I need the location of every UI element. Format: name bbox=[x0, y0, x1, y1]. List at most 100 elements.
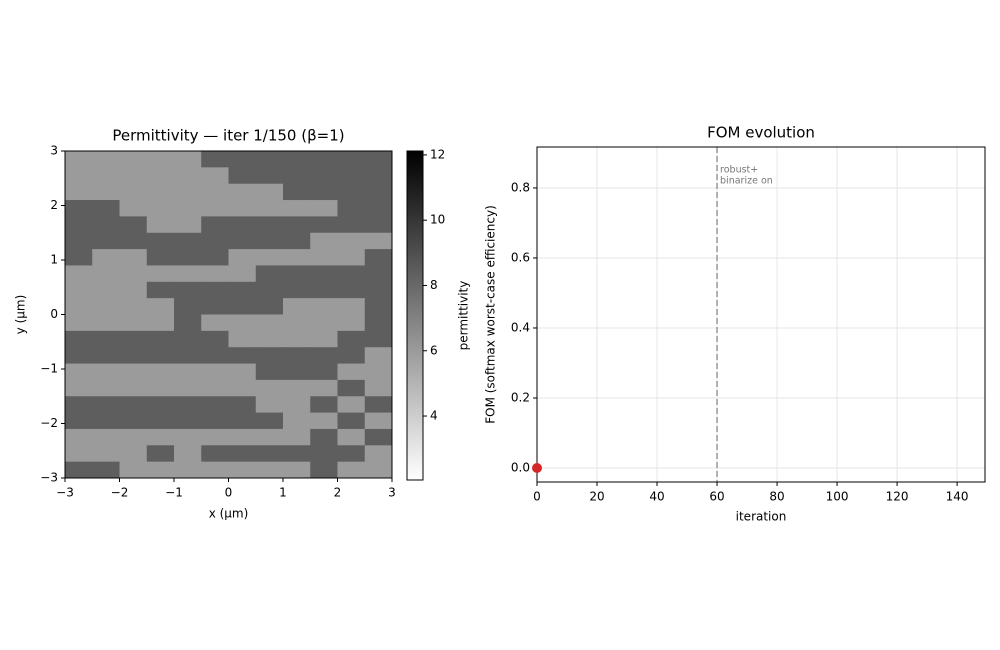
heatmap-cell bbox=[65, 151, 93, 168]
heatmap-cell bbox=[337, 281, 366, 299]
heatmap-cell bbox=[228, 200, 257, 217]
heatmap-cell bbox=[310, 232, 338, 250]
heatmap-cell bbox=[201, 265, 229, 283]
heatmap-cell bbox=[146, 330, 175, 348]
heatmap-cell bbox=[119, 281, 148, 299]
heatmap-cell bbox=[364, 232, 393, 250]
heatmap-cell bbox=[119, 249, 148, 266]
heatmap-cell bbox=[337, 428, 366, 446]
heatmap-cell bbox=[310, 216, 338, 234]
heatmap-cell bbox=[92, 461, 120, 479]
heatmap-cell bbox=[201, 249, 229, 266]
heatmap-cell bbox=[283, 396, 311, 414]
heatmap-cell bbox=[337, 347, 366, 365]
heatmap-cell bbox=[201, 151, 229, 168]
heatmap-cell bbox=[337, 314, 366, 332]
heatmap-cell bbox=[146, 232, 175, 250]
colorbar-tick-label: 10 bbox=[430, 213, 445, 227]
heatmap-cell bbox=[201, 396, 229, 414]
heatmap-cell bbox=[119, 428, 148, 446]
x-tick-label: 1 bbox=[279, 486, 287, 500]
heatmap-cell bbox=[92, 232, 120, 250]
heatmap-cell bbox=[146, 396, 175, 414]
heatmap-cell bbox=[255, 151, 284, 168]
heatmap-cell bbox=[146, 281, 175, 299]
heatmap-cell bbox=[255, 363, 284, 381]
heatmap-cell bbox=[65, 445, 93, 463]
heatmap-cell bbox=[228, 445, 257, 463]
chart-title: FOM evolution bbox=[707, 124, 815, 142]
heatmap-cell bbox=[119, 461, 148, 479]
heatmap-cell bbox=[364, 330, 393, 348]
heatmap-cell bbox=[364, 167, 393, 185]
heatmap-cell bbox=[119, 396, 148, 414]
heatmap-cell bbox=[228, 183, 257, 201]
heatmap-cell bbox=[283, 428, 311, 446]
x-tick-label: −1 bbox=[165, 486, 183, 500]
heatmap-cell bbox=[310, 428, 338, 446]
heatmap-cell bbox=[146, 216, 175, 234]
heatmap-cell bbox=[310, 183, 338, 201]
heatmap-cell bbox=[201, 216, 229, 234]
colorbar bbox=[406, 150, 424, 481]
x-tick-label: −2 bbox=[111, 486, 129, 500]
heatmap-cell bbox=[201, 445, 229, 463]
heatmap-cell bbox=[337, 396, 366, 414]
heatmap-cell bbox=[337, 183, 366, 201]
heatmap-cell bbox=[283, 445, 311, 463]
heatmap-cell bbox=[283, 249, 311, 266]
heatmap-cell bbox=[255, 314, 284, 332]
heatmap-cell bbox=[119, 314, 148, 332]
heatmap-cell bbox=[310, 379, 338, 397]
y-tick-label: 3 bbox=[50, 144, 58, 158]
heatmap-cell bbox=[201, 461, 229, 479]
x-axis-label: iteration bbox=[736, 510, 787, 524]
heatmap-cell bbox=[228, 314, 257, 332]
heatmap-cell bbox=[174, 183, 202, 201]
heatmap-cell bbox=[364, 281, 393, 299]
y-axis-label: FOM (softmax worst-case efficiency) bbox=[484, 205, 498, 424]
heatmap-cell bbox=[364, 347, 393, 365]
y-tick-label: 0.0 bbox=[511, 460, 530, 474]
heatmap-cell bbox=[255, 200, 284, 217]
heatmap-cell bbox=[255, 232, 284, 250]
heatmap-cell bbox=[283, 330, 311, 348]
x-tick-label: −3 bbox=[56, 486, 74, 500]
heatmap-cell bbox=[337, 461, 366, 479]
heatmap-cell bbox=[92, 445, 120, 463]
heatmap-cell bbox=[310, 412, 338, 430]
heatmap-cell bbox=[65, 347, 93, 365]
heatmap-cell bbox=[174, 330, 202, 348]
heatmap-cell bbox=[201, 363, 229, 381]
y-tick-label: −2 bbox=[40, 416, 58, 430]
heatmap-cell bbox=[65, 363, 93, 381]
heatmap-cell bbox=[174, 363, 202, 381]
heatmap-cell bbox=[65, 298, 93, 315]
heatmap-cell bbox=[283, 167, 311, 185]
heatmap-cell bbox=[92, 151, 120, 168]
heatmap-cell bbox=[146, 363, 175, 381]
heatmap-cell bbox=[228, 281, 257, 299]
heatmap-cell bbox=[310, 396, 338, 414]
heatmap-cell bbox=[228, 330, 257, 348]
heatmap-cell bbox=[65, 412, 93, 430]
annotation-text: binarize on bbox=[720, 176, 773, 187]
x-tick-label: 2 bbox=[334, 486, 342, 500]
data-point bbox=[532, 462, 542, 473]
heatmap-cell bbox=[146, 445, 175, 463]
heatmap-cell bbox=[65, 167, 93, 185]
y-axis-label: y (µm) bbox=[14, 295, 28, 335]
x-tick-label: 60 bbox=[709, 490, 724, 504]
heatmap-cell bbox=[364, 314, 393, 332]
heatmap-cell bbox=[337, 445, 366, 463]
heatmap-cell bbox=[92, 314, 120, 332]
heatmap-cell bbox=[119, 183, 148, 201]
heatmap-cell bbox=[65, 461, 93, 479]
heatmap-cell bbox=[364, 379, 393, 397]
heatmap-cell bbox=[146, 151, 175, 168]
heatmap-cell bbox=[119, 151, 148, 168]
heatmap-cell bbox=[201, 281, 229, 299]
heatmap-cell bbox=[119, 412, 148, 430]
heatmap-cell bbox=[337, 330, 366, 348]
heatmap-cell bbox=[65, 183, 93, 201]
